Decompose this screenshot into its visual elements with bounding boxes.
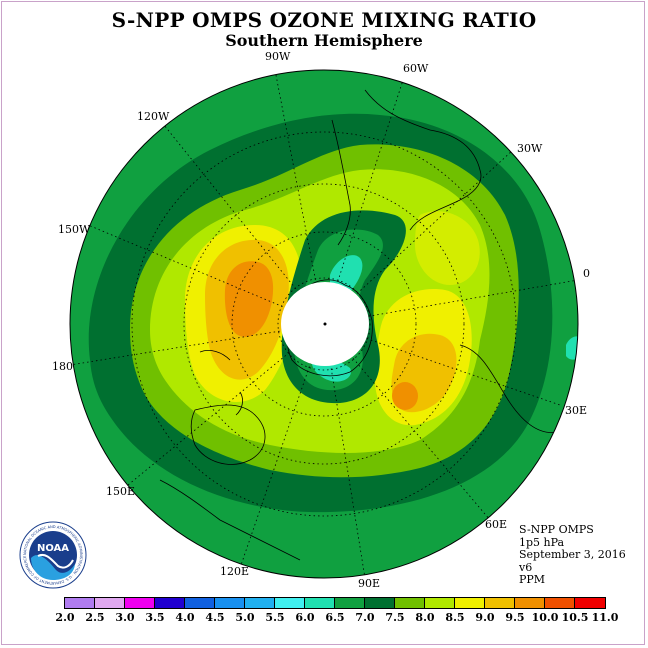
lon-label-90w: 90W xyxy=(265,50,291,63)
legend-tick-label: 10.5 xyxy=(561,611,589,624)
legend-swatch xyxy=(305,598,335,608)
legend-swatch xyxy=(575,598,605,608)
legend-swatch xyxy=(65,598,95,608)
legend-swatch xyxy=(125,598,155,608)
legend-tick-label: 9.5 xyxy=(505,611,525,624)
legend-tick-label: 6.0 xyxy=(295,611,315,624)
legend-swatch xyxy=(245,598,275,608)
latitude-circles xyxy=(131,131,517,517)
coast-australia xyxy=(190,404,266,465)
legend-swatch xyxy=(185,598,215,608)
legend-tick-label: 5.0 xyxy=(235,611,255,624)
lon-label-30e: 30E xyxy=(565,404,588,417)
coastlines xyxy=(159,89,578,561)
info-instrument: S-NPP OMPS xyxy=(519,523,594,536)
coast-indonesia xyxy=(159,479,301,561)
legend-swatch xyxy=(95,598,125,608)
color-legend: 2.0 2.5 3.0 3.5 4.0 4.5 5.0 5.5 6.0 6.5 7.0 7.5 8.0 8… xyxy=(55,597,618,624)
legend-swatch xyxy=(275,598,305,608)
legend-swatch xyxy=(485,598,515,608)
legend-swatch xyxy=(425,598,455,608)
legend-color-bar xyxy=(64,597,606,609)
legend-swatch xyxy=(455,598,485,608)
lon-label-120w: 120W xyxy=(137,110,170,123)
legend-tick-label: 7.0 xyxy=(355,611,375,624)
info-level: 1p5 hPa xyxy=(519,535,565,549)
legend-swatch xyxy=(335,598,365,608)
lon-label-90e: 90E xyxy=(358,577,381,590)
lon-label-150w: 150W xyxy=(58,223,91,236)
legend-tick-labels: 2.0 2.5 3.0 3.5 4.0 4.5 5.0 5.5 6.0 6.5 7.0 7.5 8.0 8… xyxy=(55,609,618,624)
lon-label-30w: 30W xyxy=(517,142,543,155)
contour-9-5-right xyxy=(392,382,418,410)
lon-label-180: 180 xyxy=(52,360,73,373)
legend-tick-label: 3.5 xyxy=(145,611,165,624)
legend-swatch xyxy=(365,598,395,608)
coast-new-zealand xyxy=(199,350,243,416)
info-version: v6 xyxy=(519,560,533,574)
legend-tick-label: 11.0 xyxy=(591,611,619,624)
contour-8-5-upper xyxy=(415,211,480,285)
legend-swatch xyxy=(215,598,245,608)
noaa-logo-text: NOAA xyxy=(37,543,69,554)
legend-tick-label: 2.0 xyxy=(55,611,75,624)
legend-tick-label: 5.5 xyxy=(265,611,285,624)
legend-swatch xyxy=(395,598,425,608)
legend-tick-label: 6.5 xyxy=(325,611,345,624)
contour-9-5-left xyxy=(224,261,274,337)
lon-label-60w: 60W xyxy=(403,62,429,75)
legend-tick-label: 9.0 xyxy=(475,611,495,624)
legend-swatch xyxy=(515,598,545,608)
noaa-logo: NOAA NATIONAL OCEANIC AND ATMOSPHERIC AD… xyxy=(19,521,87,589)
lon-label-150e: 150E xyxy=(106,485,136,498)
legend-tick-label: 7.5 xyxy=(385,611,405,624)
south-pole-marker xyxy=(323,322,327,326)
legend-tick-label: 4.0 xyxy=(175,611,195,624)
contour-6-0-edge xyxy=(566,336,578,360)
lon-label-60e: 60E xyxy=(485,518,508,531)
legend-swatch xyxy=(545,598,575,608)
lon-label-120e: 120E xyxy=(220,565,250,578)
legend-tick-label: 8.0 xyxy=(415,611,435,624)
map-subtitle: Southern Hemisphere xyxy=(225,31,423,50)
legend-tick-label: 2.5 xyxy=(85,611,105,624)
coast-south-america xyxy=(331,89,482,246)
info-date: September 3, 2016 xyxy=(519,548,626,561)
legend-swatch xyxy=(155,598,185,608)
legend-tick-label: 10.0 xyxy=(531,611,559,624)
info-block: S-NPP OMPS 1p5 hPa September 3, 2016 v6 … xyxy=(519,523,626,587)
legend-tick-label: 3.0 xyxy=(115,611,135,624)
legend-tick-label: 8.5 xyxy=(445,611,465,624)
lon-label-0: 0 xyxy=(583,267,590,280)
map-rim xyxy=(69,69,579,579)
map-title: S-NPP OMPS OZONE MIXING RATIO xyxy=(111,8,537,32)
info-units: PPM xyxy=(519,573,546,586)
coast-antarctica xyxy=(287,279,373,377)
legend-tick-label: 4.5 xyxy=(205,611,225,624)
